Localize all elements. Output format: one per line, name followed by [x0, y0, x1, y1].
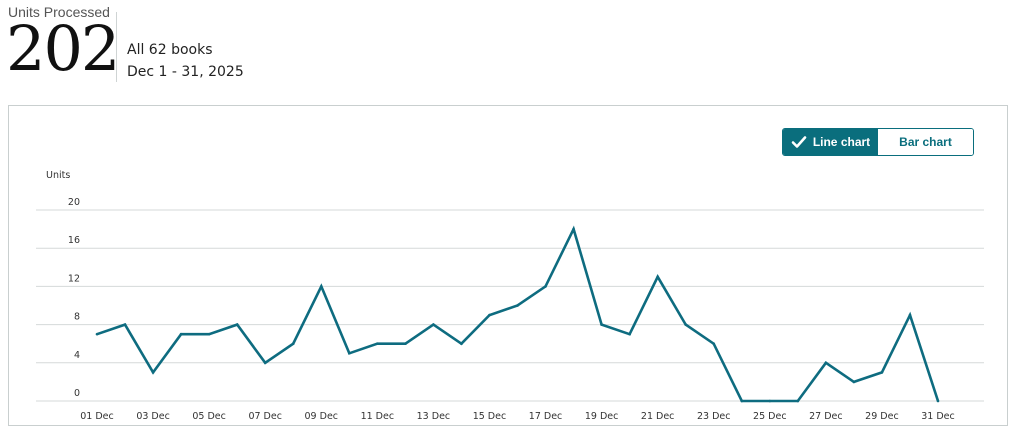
- data-point: [544, 285, 547, 288]
- y-tick-label: 4: [74, 350, 80, 361]
- data-point: [656, 275, 659, 279]
- data-point: [880, 371, 884, 374]
- y-tick-label: 0: [74, 388, 80, 399]
- books-filter-label: All 62 books: [127, 42, 213, 58]
- y-tick-label: 8: [74, 312, 80, 323]
- data-point: [628, 332, 631, 336]
- data-point: [348, 351, 351, 355]
- x-tick-label: 17 Dec: [529, 411, 563, 422]
- x-tick-label: 11 Dec: [361, 411, 395, 422]
- data-point: [95, 332, 99, 336]
- x-tick-label: 07 Dec: [248, 411, 282, 422]
- chart-type-toggle: Line chart Bar chart: [782, 128, 974, 156]
- x-tick-label: 05 Dec: [192, 411, 226, 422]
- x-tick-label: 21 Dec: [641, 411, 675, 422]
- bar-chart-label: Bar chart: [899, 135, 952, 149]
- data-point: [460, 342, 463, 345]
- units-line-chart: Units 0 4 8 12 16 20 01 Dec 03 Dec 05 Dec 07 Dec 09…: [36, 170, 984, 422]
- data-point: [151, 371, 155, 374]
- y-tick-label: 12: [68, 273, 80, 284]
- x-tick-label: 09 Dec: [305, 411, 339, 422]
- data-point: [404, 342, 407, 345]
- check-icon: [791, 136, 807, 148]
- data-point: [740, 399, 744, 403]
- data-point: [684, 323, 687, 326]
- data-point: [572, 227, 575, 231]
- data-point: [824, 361, 828, 365]
- divider: [116, 12, 117, 82]
- x-tick-label: 15 Dec: [473, 411, 507, 422]
- chart-card: Units 0 4 8 12 16 20 01 Dec 03 Dec 05 Dec 07 Dec 09…: [8, 105, 1008, 426]
- data-point: [263, 361, 267, 365]
- date-range-label: Dec 1 - 31, 2025: [127, 64, 244, 80]
- metric-label: Units Processed: [8, 4, 110, 20]
- bar-chart-button[interactable]: Bar chart: [878, 129, 973, 155]
- data-point: [600, 323, 603, 326]
- y-tick-label: 16: [68, 235, 80, 246]
- x-tick-label: 29 Dec: [865, 411, 899, 422]
- data-point: [852, 380, 856, 384]
- x-tick-label: 31 Dec: [921, 411, 955, 422]
- series-line: [96, 225, 940, 403]
- summary-header: Units Processed 202 All 62 books Dec 1 -…: [0, 0, 1024, 100]
- line-chart-button[interactable]: Line chart: [783, 129, 878, 155]
- data-point: [179, 332, 183, 336]
- data-point: [319, 285, 323, 288]
- line-chart-label: Line chart: [812, 135, 871, 149]
- x-tick-label: 23 Dec: [697, 411, 731, 422]
- data-point: [908, 313, 912, 317]
- x-tick-label: 13 Dec: [417, 411, 451, 422]
- x-tick-label: 19 Dec: [585, 411, 619, 422]
- data-point: [291, 342, 295, 345]
- data-point: [712, 342, 716, 345]
- data-point: [235, 323, 239, 326]
- data-point: [376, 342, 379, 345]
- x-tick-label: 27 Dec: [809, 411, 843, 422]
- x-tick-label: 03 Dec: [136, 411, 170, 422]
- y-tick-label: 20: [68, 197, 80, 208]
- data-point: [488, 313, 491, 317]
- data-point: [768, 399, 772, 403]
- x-tick-label: 25 Dec: [753, 411, 787, 422]
- x-tick-label: 01 Dec: [80, 411, 114, 422]
- metric-value: 202: [6, 12, 120, 85]
- data-point: [516, 304, 519, 307]
- data-point: [796, 399, 800, 403]
- data-point: [207, 332, 211, 336]
- data-point: [123, 323, 127, 326]
- y-axis-label: Units: [46, 170, 70, 181]
- data-point: [936, 399, 940, 403]
- data-point: [432, 323, 435, 326]
